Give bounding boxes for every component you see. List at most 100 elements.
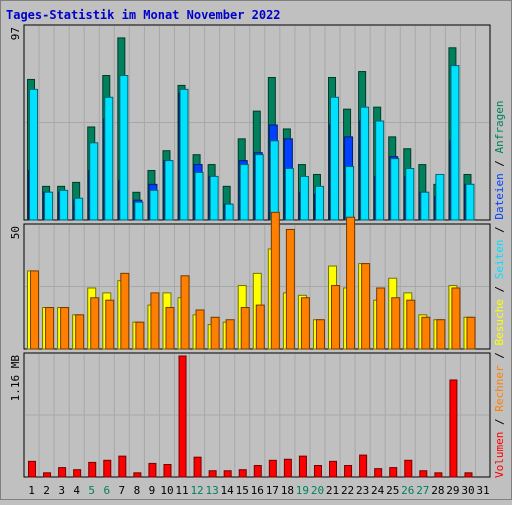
- bar-rechner-day-3: [60, 307, 70, 350]
- bar-volumen-day-7: [118, 455, 127, 478]
- bar-rechner-day-4: [75, 314, 85, 350]
- bar-rechner-day-1: [30, 270, 40, 350]
- bar-volumen-day-24: [374, 468, 383, 478]
- bar-volumen-day-4: [73, 469, 82, 478]
- bar-seiten-day-11: [179, 88, 189, 221]
- bar-rechner-day-22: [346, 216, 356, 350]
- x-tick-day: 20: [311, 484, 324, 497]
- bar-seiten-day-18: [284, 168, 294, 221]
- bar-volumen-day-9: [148, 462, 157, 478]
- bar-volumen-day-26: [404, 459, 413, 478]
- bar-rechner-day-9: [150, 292, 160, 350]
- x-tick-day: 26: [401, 484, 414, 497]
- bar-rechner-day-17: [270, 211, 280, 350]
- bar-seiten-day-28: [435, 173, 445, 221]
- bar-volumen-day-16: [253, 465, 262, 478]
- bar-rechner-day-25: [391, 297, 401, 350]
- bar-volumen-day-15: [238, 469, 247, 478]
- bar-volumen-day-8: [133, 472, 142, 478]
- bar-rechner-day-30: [466, 316, 476, 350]
- bar-seiten-day-2: [44, 191, 54, 221]
- bar-rechner-day-23: [361, 263, 371, 350]
- panel-anfragen-scale-label: 97: [9, 27, 22, 40]
- bar-volumen-day-3: [58, 467, 67, 478]
- x-tick-day: 2: [43, 484, 50, 497]
- bar-seiten-day-1: [29, 88, 39, 221]
- x-tick-day: 24: [371, 484, 385, 497]
- legend-separator: /: [493, 346, 506, 366]
- bar-seiten-day-17: [269, 140, 279, 221]
- bar-volumen-day-25: [389, 467, 398, 478]
- bar-rechner-day-13: [210, 316, 220, 350]
- chart-legend: Volumen / Rechner / Besuche / Seiten / D…: [493, 100, 506, 478]
- bar-rechner-day-20: [315, 319, 325, 350]
- legend-separator: /: [493, 279, 506, 299]
- bar-rechner-day-19: [300, 297, 310, 350]
- x-tick-day: 3: [58, 484, 65, 497]
- legend-item-dateien: Dateien: [493, 173, 506, 219]
- bar-seiten-day-10: [164, 160, 174, 221]
- x-tick-day: 30: [461, 484, 474, 497]
- panel-besuche-scale-label: 50: [9, 226, 22, 239]
- bar-volumen-day-2: [43, 472, 52, 478]
- bar-seiten-day-3: [59, 189, 69, 221]
- bar-rechner-day-11: [180, 275, 190, 350]
- x-tick-day: 22: [341, 484, 354, 497]
- bar-rechner-day-24: [376, 287, 386, 350]
- bar-rechner-day-15: [240, 307, 250, 350]
- bar-volumen-day-14: [223, 470, 232, 478]
- legend-item-besuche: Besuche: [493, 299, 506, 345]
- legend-item-rechner: Rechner: [493, 365, 506, 412]
- x-tick-day: 19: [296, 484, 309, 497]
- bar-volumen-day-5: [88, 461, 97, 478]
- bar-seiten-day-15: [239, 164, 249, 221]
- bar-volumen-day-20: [313, 465, 322, 478]
- bar-seiten-day-4: [74, 197, 84, 221]
- bar-volumen-day-11: [178, 355, 187, 478]
- x-tick-day: 15: [236, 484, 249, 497]
- bar-volumen-day-23: [359, 454, 368, 478]
- x-tick-day: 7: [119, 484, 126, 497]
- bar-seiten-day-9: [149, 189, 159, 221]
- bar-seiten-day-12: [194, 171, 204, 221]
- x-tick-day: 31: [476, 484, 489, 497]
- bar-rechner-day-2: [45, 307, 55, 350]
- bar-volumen-day-28: [434, 472, 443, 478]
- bar-volumen-day-10: [163, 463, 172, 478]
- legend-separator: /: [493, 412, 506, 432]
- bar-volumen-day-17: [268, 459, 277, 478]
- bar-seiten-day-13: [209, 175, 219, 221]
- bar-volumen-day-6: [103, 459, 112, 478]
- bar-seiten-day-8: [134, 201, 144, 221]
- x-tick-day: 8: [134, 484, 141, 497]
- x-tick-day: 13: [206, 484, 219, 497]
- panel-volumen-scale-label: 1.16 MB: [9, 355, 22, 402]
- x-tick-day: 21: [326, 484, 339, 497]
- legend-item-volumen: Volumen: [493, 432, 506, 478]
- x-tick-day: 10: [160, 484, 173, 497]
- bar-rechner-day-28: [436, 319, 446, 350]
- bar-rechner-day-8: [135, 321, 145, 350]
- x-tick-day: 16: [251, 484, 264, 497]
- bar-seiten-day-5: [89, 142, 99, 221]
- bar-rechner-day-18: [285, 228, 295, 350]
- bar-volumen-day-13: [208, 470, 217, 478]
- x-tick-day: 28: [431, 484, 444, 497]
- chart-title: Tages-Statistik im Monat November 2022: [6, 8, 281, 22]
- bar-rechner-day-7: [120, 272, 130, 350]
- bar-volumen-day-1: [28, 460, 37, 478]
- x-tick-day: 29: [446, 484, 459, 497]
- bar-rechner-day-6: [105, 299, 115, 350]
- x-tick-day: 6: [103, 484, 110, 497]
- bar-volumen-day-22: [344, 465, 353, 478]
- bar-rechner-day-29: [451, 287, 461, 350]
- x-tick-day: 9: [149, 484, 156, 497]
- bar-volumen-day-18: [283, 458, 292, 478]
- bar-volumen-day-30: [464, 472, 473, 478]
- x-tick-day: 17: [266, 484, 279, 497]
- legend-item-seiten: Seiten: [493, 240, 506, 280]
- x-tick-day: 27: [416, 484, 429, 497]
- bar-seiten-day-22: [345, 166, 355, 221]
